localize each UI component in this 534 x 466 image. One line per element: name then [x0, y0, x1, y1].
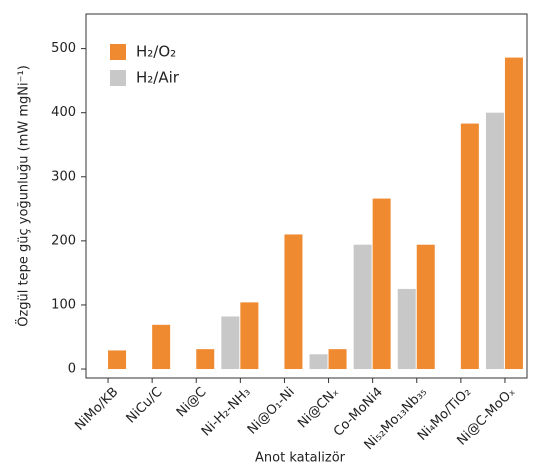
- legend-swatch: [110, 70, 126, 86]
- bar: [196, 349, 215, 370]
- bar: [397, 288, 416, 370]
- y-axis-label: Özgül tepe güç yoğunluğu (mW mgNi⁻¹): [15, 65, 32, 327]
- bar: [504, 57, 523, 370]
- bar: [328, 349, 347, 370]
- plot-frame: [85, 13, 528, 379]
- bar: [108, 350, 127, 370]
- bar: [284, 234, 303, 370]
- legend-label: H₂/O₂: [136, 43, 176, 61]
- bar: [416, 244, 435, 370]
- bar: [485, 112, 504, 370]
- x-axis-label: Anot katalizör: [255, 451, 346, 463]
- y-tick-label: 200: [51, 233, 76, 248]
- y-tick-label: 0: [68, 362, 76, 377]
- bar: [221, 316, 240, 370]
- x-tick-label: Ni@O₁-Ni: [245, 385, 298, 438]
- x-tick-label: Ni@C: [174, 385, 210, 421]
- bar: [353, 244, 372, 370]
- y-tick-label: 400: [51, 105, 76, 120]
- legend-label: H₂/Air: [136, 69, 180, 87]
- legend-swatch: [110, 44, 126, 60]
- y-tick-label: 100: [51, 297, 76, 312]
- y-tick-label: 300: [51, 169, 76, 184]
- bar: [372, 198, 391, 370]
- y-tick-label: 500: [51, 41, 76, 56]
- x-tick-label: NiMo/KB: [72, 385, 121, 434]
- bar: [152, 324, 171, 370]
- bar: [309, 354, 328, 370]
- x-tick-label: NiCu/C: [124, 385, 166, 427]
- bar: [460, 123, 479, 370]
- bar: [240, 302, 259, 370]
